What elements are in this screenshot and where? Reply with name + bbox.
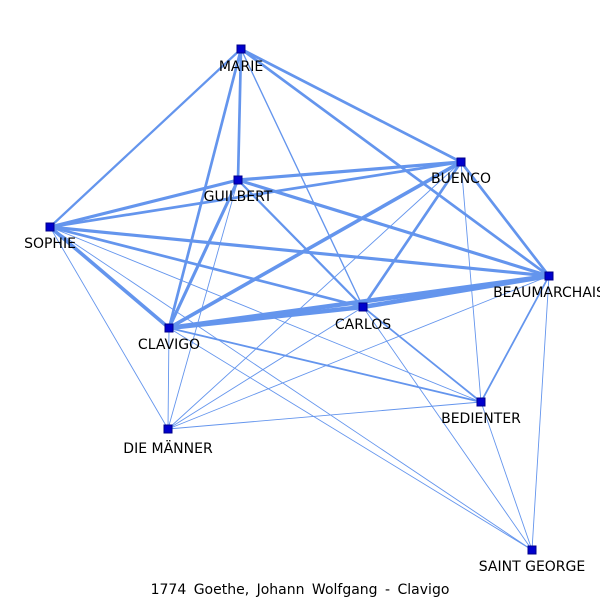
node-marie: [236, 44, 246, 54]
nodes-layer: [45, 44, 554, 555]
node-die_maenner: [163, 424, 173, 434]
edge-buenco-sophie: [48, 160, 463, 229]
node-clavigo: [164, 323, 174, 333]
node-label-buenco: BUENCO: [431, 171, 491, 187]
node-label-bedienter: BEDIENTER: [441, 411, 521, 427]
edge-carlos-die_maenner: [167, 306, 364, 430]
edge-bedienter-saint_george: [480, 401, 533, 551]
edge-sophie-saint_george: [49, 226, 533, 551]
edge-guilbert-beaumarchais: [236, 178, 551, 278]
edge-clavigo-die_maenner: [167, 327, 170, 430]
node-label-marie: MARIE: [219, 59, 263, 75]
edge-beaumarchais-saint_george: [531, 275, 550, 551]
edge-marie-buenco: [239, 47, 463, 164]
node-guilbert: [233, 175, 243, 185]
node-sophie: [45, 222, 55, 232]
node-label-beaumarchais: BEAUMARCHAIS: [493, 285, 600, 301]
edge-marie-sophie: [48, 47, 243, 229]
edge-beaumarchais-bedienter: [480, 275, 550, 403]
edge-sophie-carlos: [48, 225, 365, 309]
node-carlos: [358, 302, 368, 312]
edge-buenco-clavigo: [167, 160, 463, 330]
edge-clavigo-saint_george: [168, 327, 533, 551]
node-label-clavigo: CLAVIGO: [138, 337, 200, 353]
node-label-sophie: SOPHIE: [24, 236, 76, 252]
edge-marie-beaumarchais: [239, 47, 551, 278]
edge-carlos-bedienter: [362, 306, 482, 403]
edge-bedienter-die_maenner: [167, 401, 482, 430]
edge-marie-carlos: [240, 48, 364, 308]
node-saint_george: [527, 545, 537, 555]
node-label-saint_george: SAINT GEORGE: [479, 559, 585, 575]
node-label-guilbert: GUILBERT: [204, 189, 273, 205]
edges-layer: [48, 47, 552, 551]
edge-sophie-beaumarchais: [48, 225, 551, 278]
edge-guilbert-clavigo: [167, 178, 240, 330]
node-buenco: [456, 157, 466, 167]
labels-layer: MARIE GUILBERT BUENCO SOPHIE BEAUMARCHAIS CAR…: [24, 59, 600, 575]
edge-carlos-clavigo: [166, 304, 366, 331]
edge-sophie-clavigo: [48, 225, 171, 330]
node-bedienter: [476, 397, 486, 407]
edge-sophie-die_maenner: [49, 226, 169, 430]
node-label-carlos: CARLOS: [335, 317, 391, 333]
edge-clavigo-bedienter: [168, 327, 482, 403]
edge-guilbert-carlos: [236, 178, 365, 309]
edge-guilbert-buenco: [236, 160, 463, 182]
edge-buenco-beaumarchais: [459, 160, 551, 278]
node-beaumarchais: [544, 271, 554, 281]
node-label-die_maenner: DIE MÄNNER: [123, 439, 213, 457]
edge-guilbert-die_maenner: [167, 179, 239, 430]
edge-carlos-saint_george: [362, 306, 533, 551]
edge-guilbert-sophie: [48, 178, 240, 229]
edge-marie-guilbert: [236, 47, 243, 182]
graph-caption: 1774 Goethe, Johann Wolfgang - Clavigo: [150, 582, 450, 598]
edge-beaumarchais-die_maenner: [167, 275, 550, 430]
edge-buenco-carlos: [361, 160, 463, 309]
edge-buenco-bedienter: [460, 161, 482, 403]
